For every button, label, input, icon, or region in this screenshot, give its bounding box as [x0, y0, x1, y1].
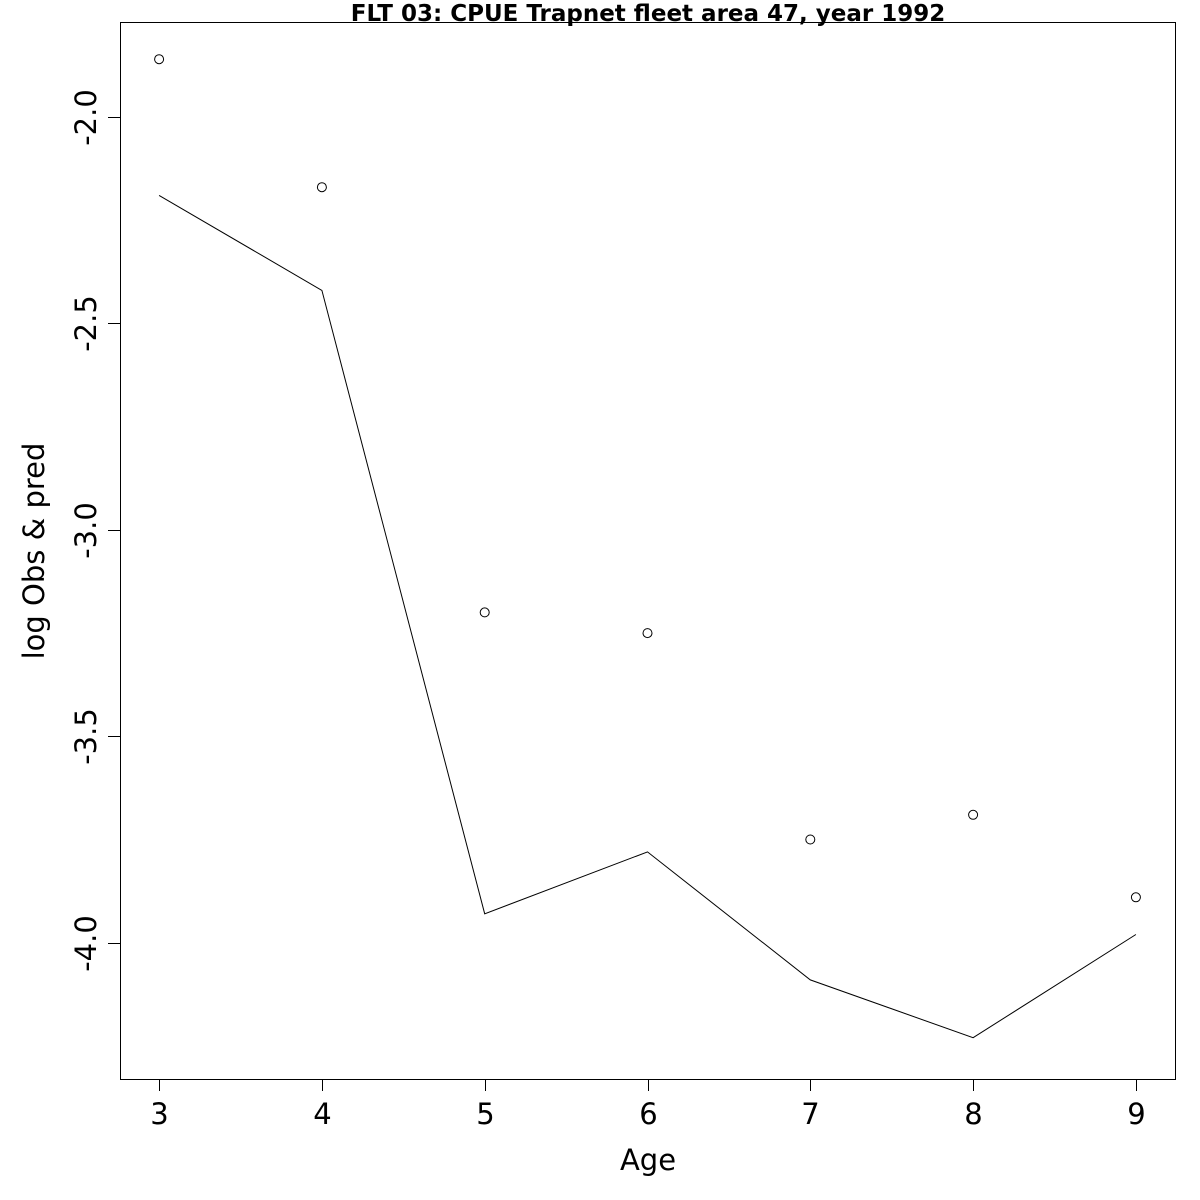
x-tick-label: 5 [476, 1097, 494, 1131]
y-tick-label: -4.0 [69, 915, 103, 972]
observed-point [1130, 892, 1141, 903]
y-tick-label: -2.5 [69, 295, 103, 352]
series-layer [154, 54, 1141, 1039]
observed-point [479, 607, 490, 618]
x-axis: 3 4 5 6 7 8 9 [150, 1079, 1146, 1131]
predicted-line [158, 194, 1137, 1039]
chart-title: FLT 03: CPUE Trapnet fleet area 47, year… [351, 1, 946, 27]
observed-point [642, 628, 653, 639]
observed-point [154, 54, 165, 65]
y-axis: -4.0 -3.5 -3.0 -2.5 -2.0 [69, 89, 120, 972]
x-tick-label: 6 [639, 1097, 657, 1131]
observed-point [968, 809, 979, 820]
x-tick-label: 8 [964, 1097, 982, 1131]
y-axis-label: log Obs & pred [17, 443, 51, 660]
x-tick-label: 4 [313, 1097, 331, 1131]
observed-point [316, 182, 327, 193]
plot-frame [120, 22, 1176, 1080]
x-tick-label: 3 [150, 1097, 168, 1131]
y-tick-label: -3.5 [69, 708, 103, 765]
x-tick-label: 7 [801, 1097, 819, 1131]
observed-point [805, 834, 816, 845]
y-tick-label: -3.0 [69, 502, 103, 559]
y-tick-label: -2.0 [69, 89, 103, 146]
x-axis-label: Age [620, 1143, 676, 1177]
x-tick-label: 9 [1127, 1097, 1145, 1131]
